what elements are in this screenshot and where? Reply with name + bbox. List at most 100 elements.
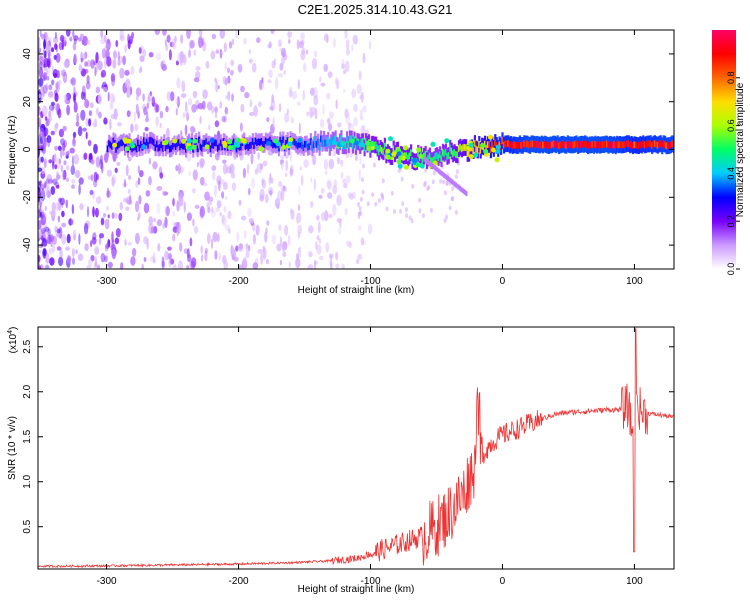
spectrogram-noise-blob xyxy=(184,124,188,136)
spectrogram-ridge-core xyxy=(565,142,568,149)
spectrogram-noise-blob xyxy=(335,79,340,86)
spectrogram-noise-blob xyxy=(342,178,347,184)
spectrogram-ridge-blob xyxy=(227,145,233,151)
spectrogram-noise-blob xyxy=(107,214,110,219)
spectrogram-ridge-core xyxy=(118,141,121,148)
spectrogram-noise-blob xyxy=(56,174,61,180)
spectrogram-noise-blob xyxy=(418,208,422,214)
spectrogram-noise-blob xyxy=(85,131,88,140)
spectrogram-noise-blob xyxy=(236,231,240,243)
spectrogram-y-tick-label: 0 xyxy=(22,146,33,152)
spectrogram-ridge-core xyxy=(633,141,636,148)
spectrogram-ridge-core xyxy=(282,136,285,144)
spectrogram-ridge-core xyxy=(250,141,253,149)
spectrogram-noise-blob xyxy=(42,48,45,57)
spectrogram-noise-blob xyxy=(143,236,148,245)
spectrogram-noise-blob xyxy=(289,168,293,177)
spectrogram-noise-blob xyxy=(94,246,100,255)
spectrogram-noise-blob xyxy=(175,60,179,66)
spectrogram-streak xyxy=(445,175,448,180)
spectrogram-noise-blob xyxy=(210,50,216,60)
spectrogram-noise-blob xyxy=(243,230,247,239)
spectrogram-noise-blob xyxy=(377,198,381,203)
spectrogram-noise-blob xyxy=(134,123,139,132)
spectrogram-ridge-core xyxy=(646,140,649,148)
spectrogram-noise-blob xyxy=(156,186,163,191)
spectrogram-ridge-core xyxy=(672,141,674,148)
spectrogram-noise-blob xyxy=(188,262,192,267)
spectrogram-noise-blob xyxy=(353,103,358,112)
spectrogram-ridge-core xyxy=(556,140,559,148)
spectrogram-noise-blob xyxy=(287,31,293,38)
spectrogram-noise-blob xyxy=(83,223,89,235)
spectrogram-ridge-core xyxy=(331,136,334,144)
spectrogram-noise-blob xyxy=(326,117,331,125)
spectrogram-noise-blob xyxy=(312,154,317,166)
spectrogram-noise-blob xyxy=(82,127,87,132)
spectrogram-streak xyxy=(465,191,468,197)
spectrogram-noise-blob xyxy=(54,124,58,133)
spectrogram-ridge-core xyxy=(373,141,376,149)
spectrogram-noise-blob xyxy=(325,242,330,253)
spectrogram-ridge-blob xyxy=(287,141,293,147)
spectrogram-noise-blob xyxy=(78,65,83,72)
spectrogram-noise-blob xyxy=(49,105,55,113)
spectrogram-ridge-blob xyxy=(297,137,303,143)
spectrogram-ridge-core xyxy=(259,138,262,146)
spectrogram-noise-blob xyxy=(118,212,123,222)
spectrogram-noise-blob xyxy=(72,229,77,241)
spectrogram-noise-blob xyxy=(58,128,64,138)
spectrogram-noise-blob xyxy=(53,36,59,44)
spectrogram-noise-blob xyxy=(60,69,67,77)
spectrogram-noise-blob xyxy=(411,183,415,189)
snr-x-tick-label: 0 xyxy=(500,576,506,587)
spectrogram-noise-blob xyxy=(46,135,52,144)
spectrogram-ridge-core xyxy=(269,136,272,144)
spectrogram-noise-blob xyxy=(83,152,88,160)
spectrogram-noise-blob xyxy=(73,86,76,93)
spectrogram-noise-blob xyxy=(84,243,89,252)
spectrogram-noise-blob xyxy=(297,204,301,212)
spectrogram-noise-blob xyxy=(250,177,256,189)
snr-frame xyxy=(37,326,675,570)
spectrogram-ridge-core xyxy=(603,141,606,148)
spectrogram-noise-blob xyxy=(47,118,51,124)
spectrogram-ridge-core xyxy=(655,141,658,148)
spectrogram-noise-blob xyxy=(319,118,325,128)
spectrogram-noise-blob xyxy=(72,94,75,102)
spectrogram-ridge-core xyxy=(173,140,176,148)
spectrogram-noise-blob xyxy=(44,206,47,211)
spectrogram-noise-blob xyxy=(40,166,46,175)
spectrogram-noise-blob xyxy=(45,252,50,264)
spectrogram-ridge-core xyxy=(360,138,363,146)
spectrogram-ridge-core xyxy=(298,141,301,148)
spectrogram-ridge-blob xyxy=(112,142,118,148)
spectrogram-ridge-core xyxy=(383,142,386,150)
spectrogram-noise-blob xyxy=(256,37,261,44)
spectrogram-ridge-core xyxy=(106,145,109,153)
spectrogram-streak xyxy=(449,178,452,184)
spectrogram-ridge-core xyxy=(270,139,273,147)
spectrogram-ridge-core xyxy=(614,142,617,150)
spectrogram-noise-blob xyxy=(113,108,118,120)
spectrogram-noise-blob xyxy=(230,69,234,76)
spectrogram-noise-blob xyxy=(223,205,227,213)
spectrogram-noise-blob xyxy=(137,165,140,174)
spectrogram-noise-blob xyxy=(39,54,44,64)
spectrogram-ridge-core xyxy=(410,149,413,157)
spectrogram-ridge-core xyxy=(324,139,327,147)
spectrogram-noise-blob xyxy=(127,39,131,50)
spectrogram-noise-blob xyxy=(445,214,448,220)
spectrogram-noise-blob xyxy=(333,179,337,189)
spectrogram-noise-blob xyxy=(66,255,72,264)
spectrogram-noise-blob xyxy=(450,196,454,202)
spectrogram-noise-blob xyxy=(228,227,231,235)
spectrogram-noise-blob xyxy=(81,39,84,45)
spectrogram-noise-blob xyxy=(210,209,216,218)
spectrogram-ridge-core xyxy=(650,142,654,149)
spectrogram-noise-blob xyxy=(56,184,60,189)
spectrogram-noise-blob xyxy=(109,102,114,110)
spectrogram-noise-blob xyxy=(255,224,260,236)
spectrogram-ridge-core xyxy=(466,150,469,157)
spectrogram-ridge-core xyxy=(272,141,275,149)
